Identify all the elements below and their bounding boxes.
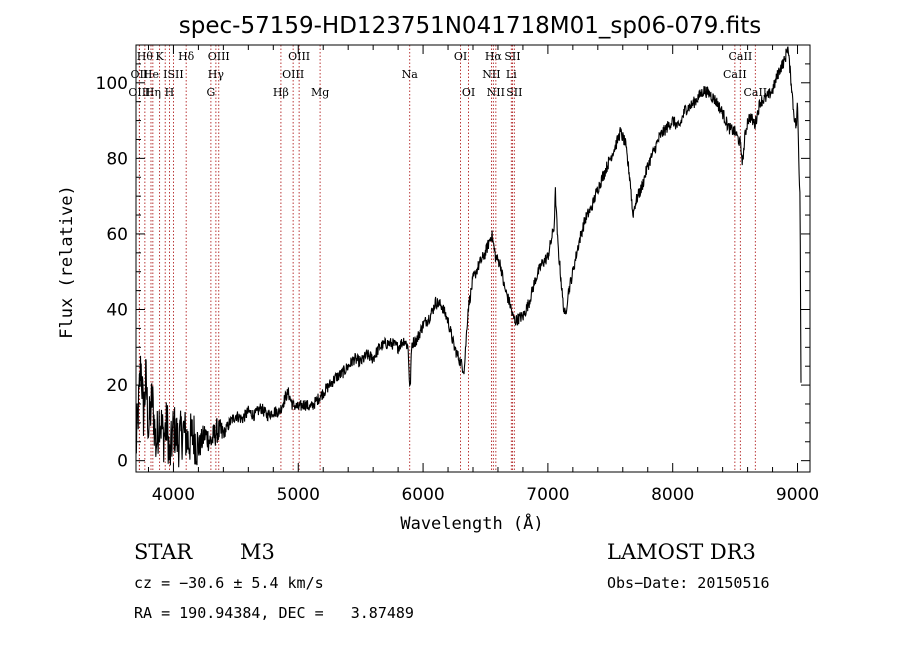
spectral-line-labels: Hθ OII OIII He Hη K H ISII Hδ G Hγ OIII Hβ OIII OIII Mg… xyxy=(128,50,767,99)
spectral-line-label: Li xyxy=(506,68,517,81)
spectral-line-label: CaII xyxy=(743,86,767,99)
y-tick-label: 80 xyxy=(106,149,128,169)
spectrum-line xyxy=(135,46,802,468)
spectral-line-label: SII xyxy=(504,50,520,63)
redshift-readout: cz = −30.6 ± 5.4 km/s xyxy=(134,574,324,592)
spectral-line-label: OI xyxy=(462,86,475,99)
x-tick-label: 7000 xyxy=(526,485,569,505)
spectral-line-label: NII xyxy=(482,68,500,81)
coordinates-readout: RA = 190.94384, DEC = 3.87489 xyxy=(134,604,414,622)
observation-date: Obs−Date: 20150516 xyxy=(607,574,770,592)
spectral-line-label: OIII xyxy=(128,86,150,99)
y-tick-label: 60 xyxy=(106,225,128,245)
spectral-line-label: OIII xyxy=(208,50,230,63)
x-tick-label: 6000 xyxy=(401,485,444,505)
spectral-line-label: Hδ xyxy=(178,50,195,63)
spectral-line-label: G xyxy=(206,86,215,99)
x-tick-label: 5000 xyxy=(277,485,320,505)
y-axis-ticks: 0 20 40 60 80 100 xyxy=(96,63,810,472)
spectral-line-label: SII xyxy=(506,86,522,99)
y-tick-label: 100 xyxy=(96,74,128,94)
spectral-line-label: OIII xyxy=(282,68,304,81)
plot-frame xyxy=(135,44,811,473)
y-tick-label: 20 xyxy=(106,376,128,396)
x-tick-label: 4000 xyxy=(152,485,195,505)
chart-title: spec-57159-HD123751N041718M01_sp06-079.f… xyxy=(179,13,761,39)
y-tick-label: 40 xyxy=(106,301,128,321)
spectral-line-label: CaII xyxy=(723,68,747,81)
spectral-line-label: Mg xyxy=(311,86,329,99)
x-tick-label: 9000 xyxy=(776,485,819,505)
spectral-line-label: H xyxy=(165,86,175,99)
object-class: STAR xyxy=(134,540,193,564)
survey-release: LAMOST DR3 xyxy=(607,540,756,564)
y-tick-label: 0 xyxy=(117,452,128,472)
spectral-line-label: NII xyxy=(487,86,505,99)
x-axis-label: Wavelength (Å) xyxy=(400,512,543,534)
spectral-line-label: K xyxy=(155,50,164,63)
x-tick-label: 8000 xyxy=(651,485,694,505)
x-axis-ticks: 4000 5000 6000 7000 8000 9000 xyxy=(147,45,819,505)
spectral-line-label: ISII xyxy=(163,68,184,81)
y-axis-label: Flux (relative) xyxy=(57,185,77,339)
spectral-line-label: OI xyxy=(454,50,467,63)
spectral-line-label: Hγ xyxy=(208,68,225,81)
spectral-line-label: Na xyxy=(402,68,419,81)
spectral-line-label: CaII xyxy=(729,50,753,63)
spectral-line-label: Hθ xyxy=(137,50,154,63)
spectral-line-label: Hβ xyxy=(273,86,289,99)
spectral-line-label: OII xyxy=(131,68,149,81)
spectral-line-label: He xyxy=(143,68,159,81)
spectral-line-markers xyxy=(138,45,756,472)
spectral-line-label: Hα xyxy=(485,50,503,63)
object-subclass: M3 xyxy=(240,540,275,564)
spectral-line-label: OIII xyxy=(288,50,310,63)
spectral-line-label: Hη xyxy=(145,86,161,99)
